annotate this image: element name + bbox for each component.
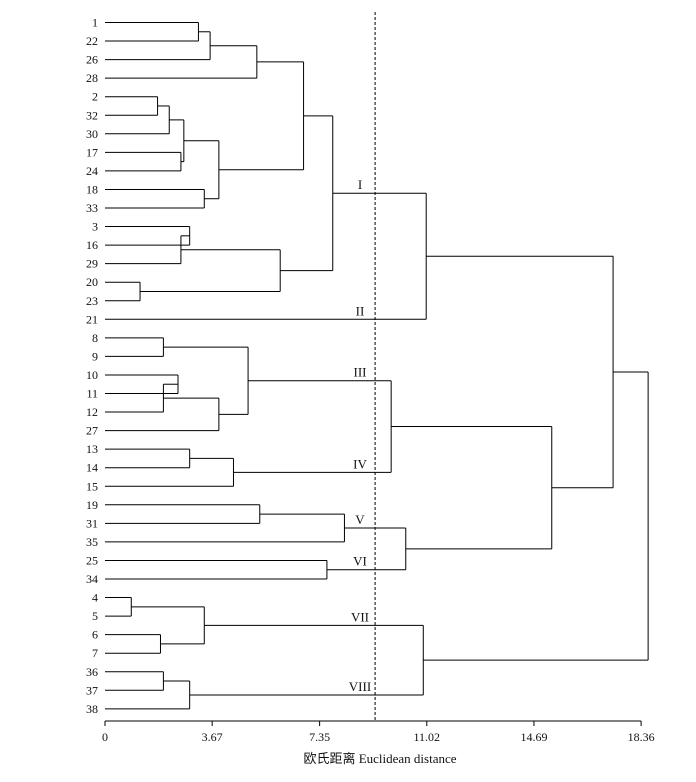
leaf-label-2: 2 <box>92 90 98 104</box>
dendrogram-links <box>105 22 649 710</box>
x-tick-label-4: 14.69 <box>520 730 547 744</box>
leaf-label-17: 17 <box>86 145 98 159</box>
x-tick-label-5: 18.36 <box>628 730 655 744</box>
leaf-label-13: 13 <box>86 442 98 456</box>
cluster-label-6: VI <box>353 554 367 569</box>
leaf-label-9: 9 <box>92 349 98 363</box>
cluster-label-7: VII <box>351 609 369 624</box>
x-tick-label-0: 0 <box>102 730 108 744</box>
cluster-label-3: III <box>354 365 367 380</box>
cluster-label-2: II <box>356 303 365 318</box>
x-tick-label-2: 7.35 <box>309 730 330 744</box>
leaf-label-37: 37 <box>86 683 98 697</box>
leaf-label-14: 14 <box>86 461 98 475</box>
leaf-label-15: 15 <box>86 479 98 493</box>
leaf-label-18: 18 <box>86 182 98 196</box>
leaf-label-3: 3 <box>92 220 98 234</box>
x-axis: 0 3.67 7.35 11.02 14.69 18.36 <box>102 720 655 744</box>
leaf-label-28: 28 <box>86 71 98 85</box>
x-tick-label-1: 3.67 <box>202 730 223 744</box>
cluster-label-5: V <box>355 512 365 527</box>
leaf-label-23: 23 <box>86 294 98 308</box>
leaf-label-31: 31 <box>86 516 98 530</box>
cluster-label-4: IV <box>353 456 367 471</box>
leaf-label-35: 35 <box>86 535 98 549</box>
leaf-label-36: 36 <box>86 665 98 679</box>
leaf-label-33: 33 <box>86 201 98 215</box>
x-tick-label-3: 11.02 <box>414 730 441 744</box>
leaf-label-11: 11 <box>86 387 98 401</box>
leaf-label-25: 25 <box>86 553 98 567</box>
cluster-label-1: I <box>358 177 362 192</box>
leaf-label-4: 4 <box>92 591 98 605</box>
x-axis-title: 欧氏距离 Euclidean distance <box>303 751 456 766</box>
leaf-label-20: 20 <box>86 275 98 289</box>
leaf-label-16: 16 <box>86 238 98 252</box>
leaf-label-19: 19 <box>86 498 98 512</box>
leaf-label-5: 5 <box>92 609 98 623</box>
leaf-label-24: 24 <box>86 164 98 178</box>
leaf-label-8: 8 <box>92 331 98 345</box>
leaf-label-38: 38 <box>86 702 98 716</box>
leaf-label-30: 30 <box>86 127 98 141</box>
leaf-label-22: 22 <box>86 34 98 48</box>
leaf-label-21: 21 <box>86 312 98 326</box>
leaf-label-6: 6 <box>92 628 98 642</box>
leaf-label-27: 27 <box>86 424 98 438</box>
leaf-label-34: 34 <box>86 572 98 586</box>
leaf-label-7: 7 <box>92 646 98 660</box>
leaf-labels: 1222628232301724183331629202321891011122… <box>86 16 98 716</box>
cluster-label-8: VIII <box>349 679 371 694</box>
leaf-label-10: 10 <box>86 368 98 382</box>
leaf-label-12: 12 <box>86 405 98 419</box>
leaf-label-1: 1 <box>92 16 98 30</box>
leaf-label-26: 26 <box>86 53 98 67</box>
leaf-label-29: 29 <box>86 257 98 271</box>
leaf-label-32: 32 <box>86 108 98 122</box>
